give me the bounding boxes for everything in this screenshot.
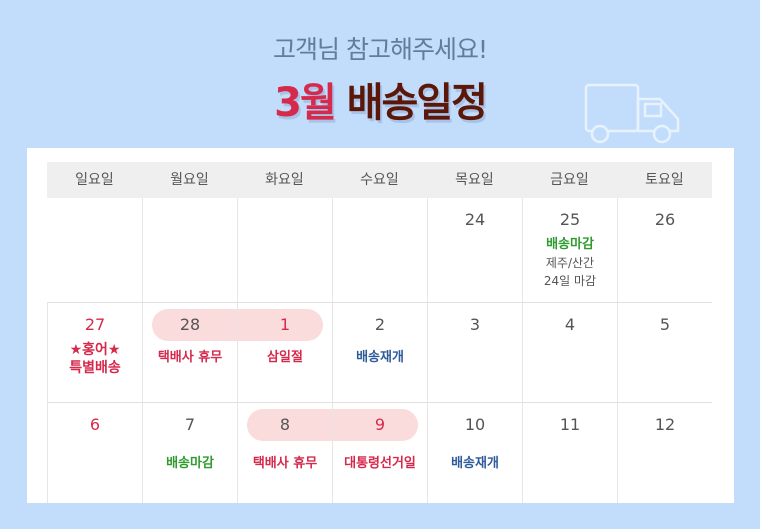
weekday-2: 화요일	[265, 172, 304, 188]
day-number: 3	[469, 315, 481, 334]
subtitle: 고객님 참고해주세요!	[273, 35, 488, 64]
day-number: 24	[464, 210, 486, 229]
day-number: 2	[374, 315, 386, 334]
day-cell: 2 배송재개	[332, 303, 427, 402]
weekday-5: 금요일	[550, 172, 589, 188]
day-cell: 24	[427, 198, 522, 302]
day-cell: 9 대통령선거일	[332, 403, 427, 503]
event-label: 배송재개	[451, 456, 499, 471]
day-cell: 27 ★홍어★ 특별배송	[47, 303, 142, 402]
day-number: 8	[279, 415, 291, 434]
day-number: 5	[659, 315, 671, 334]
day-number: 11	[559, 415, 581, 434]
event-label: 대통령선거일	[344, 456, 416, 471]
calendar-card: 일요일 월요일 화요일 수요일 목요일 금요일 토요일 24 25 배송마감 제주/산간 24일 …	[27, 148, 734, 503]
title-label: 배송일정	[346, 80, 488, 126]
day-cell: 5	[617, 303, 712, 402]
calendar-grid: 일요일 월요일 화요일 수요일 목요일 금요일 토요일 24 25 배송마감 제주/산간 24일 …	[47, 162, 712, 503]
weekday-header: 일요일 월요일 화요일 수요일 목요일 금요일 토요일	[47, 162, 712, 198]
day-cell: 1 삼일절	[237, 303, 332, 402]
month-label: 3월	[274, 80, 337, 126]
day-number	[333, 210, 427, 232]
day-cell: 28 택배사 휴무	[142, 303, 237, 402]
truck-icon	[584, 83, 680, 144]
day-cell: 12	[617, 403, 712, 503]
day-number: 4	[564, 315, 576, 334]
day-number: 12	[654, 415, 676, 434]
event-label: 배송재개	[356, 350, 404, 365]
day-cell: 11	[522, 403, 617, 503]
week-row: 27 ★홍어★ 특별배송 28 택배사 휴무 1 삼일절 2 배송재개 3 4 5	[47, 303, 712, 403]
day-number: 25	[559, 210, 581, 229]
day-cell: 6	[47, 403, 142, 503]
weekday-0: 일요일	[75, 172, 114, 188]
weekday-3: 수요일	[360, 172, 399, 188]
day-cell: 10 배송재개	[427, 403, 522, 503]
event-label: 택배사 휴무	[252, 456, 318, 471]
day-number: 28	[179, 315, 201, 334]
event-label: 삼일절	[267, 350, 303, 365]
day-cell	[47, 198, 142, 302]
day-number: 6	[89, 415, 101, 434]
day-cell: 3	[427, 303, 522, 402]
day-cell: 26	[617, 198, 712, 302]
day-cell	[142, 198, 237, 302]
day-cell: 7 배송마감	[142, 403, 237, 503]
day-number: 1	[279, 315, 291, 334]
page-title: 3월 배송일정	[0, 70, 760, 128]
day-cell: 4	[522, 303, 617, 402]
weekday-4: 목요일	[455, 172, 494, 188]
weekday-1: 월요일	[170, 172, 209, 188]
day-number: 9	[374, 415, 386, 434]
day-number	[47, 210, 142, 232]
day-number: 10	[464, 415, 486, 434]
event-label: 택배사 휴무	[157, 350, 223, 365]
day-cell: 8 택배사 휴무	[237, 403, 332, 503]
event-note: 제주/산간 24일 마감	[543, 256, 597, 288]
event-label: 배송마감	[546, 237, 594, 252]
weekday-6: 토요일	[645, 172, 684, 188]
day-cell	[237, 198, 332, 302]
event-label: ★홍어★ 특별배송	[69, 342, 121, 376]
day-number	[238, 210, 332, 232]
day-cell	[332, 198, 427, 302]
event-label: 배송마감	[166, 456, 214, 471]
day-number	[143, 210, 237, 232]
day-number: 27	[84, 315, 106, 334]
week-row: 6 7 배송마감 8 택배사 휴무 9 대통령선거일 10 배송재개 11 12	[47, 403, 712, 503]
day-number: 26	[654, 210, 676, 229]
day-number: 7	[184, 415, 196, 434]
